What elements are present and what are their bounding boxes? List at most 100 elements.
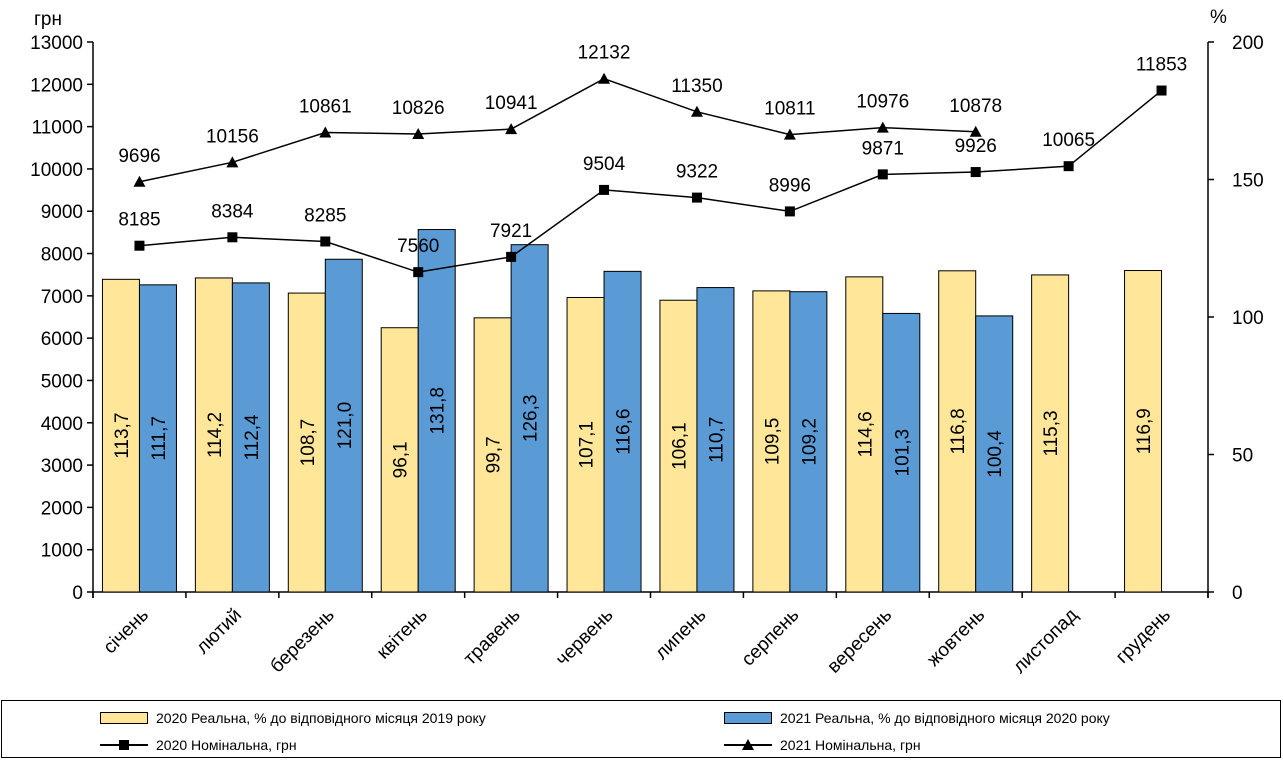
line-data-label: 11350 <box>671 76 722 97</box>
bar-2020 <box>194 277 233 593</box>
bar-data-label: 109,5 <box>762 418 783 466</box>
bar-2020 <box>101 278 140 593</box>
line-data-label: 9926 <box>955 136 997 157</box>
right-tick-label: 150 <box>1232 171 1264 192</box>
left-tick-label: 7000 <box>41 287 83 308</box>
legend-label-2021-nominal: 2021 Номінальна, грн <box>780 737 921 753</box>
marker-2020 <box>784 206 795 217</box>
legend: 2020 Реальна, % до відповідного місяця 2… <box>1 700 1281 758</box>
bar-data-label: 110,7 <box>706 417 727 463</box>
bar-2020 <box>659 299 698 593</box>
bar-2021 <box>138 284 177 593</box>
bar-data-label: 126,3 <box>521 395 542 443</box>
bar-data-label: 121,0 <box>335 402 356 450</box>
bar-data-label: 109,2 <box>799 418 820 466</box>
bar-2020 <box>287 292 326 593</box>
bar-2020 <box>380 327 419 593</box>
left-tick-label: 11000 <box>32 118 83 139</box>
right-tick-label: 0 <box>1232 583 1243 604</box>
legend-swatch-2020-real <box>100 712 148 724</box>
x-category-label: листопад <box>1009 605 1082 678</box>
bar-2020 <box>752 290 791 593</box>
marker-2020 <box>227 232 238 243</box>
right-tick-label: 200 <box>1232 33 1264 54</box>
bar-2020 <box>1031 274 1070 593</box>
bar-data-label: 114,2 <box>205 412 226 458</box>
left-tick-label: 6000 <box>41 329 83 350</box>
x-category-label: вересень <box>823 605 896 678</box>
bar-data-label: 100,4 <box>985 430 1006 478</box>
marker-2020 <box>970 167 981 178</box>
x-category-label: січень <box>100 605 154 659</box>
marker-2021 <box>969 125 982 137</box>
line-data-label: 10941 <box>485 93 538 114</box>
left-tick-label: 13000 <box>30 33 83 54</box>
left-tick-label: 3000 <box>41 456 83 477</box>
bar-2021 <box>882 312 921 593</box>
left-tick-label: 4000 <box>41 414 83 435</box>
marker-2021 <box>783 128 796 140</box>
left-tick-label: 2000 <box>41 498 83 519</box>
marker-2020 <box>134 240 145 251</box>
marker-2021 <box>876 121 889 133</box>
bar-data-label: 114,6 <box>855 411 876 457</box>
bar-data-label: 101,3 <box>892 429 913 477</box>
x-category-label: квітень <box>373 605 432 664</box>
line-data-label: 7921 <box>490 221 532 242</box>
marker-2021 <box>226 156 239 168</box>
bar-data-label: 112,4 <box>242 414 263 461</box>
line-data-label: 8185 <box>118 210 160 231</box>
left-tick-label: 12000 <box>30 75 83 96</box>
marker-2020 <box>877 169 888 180</box>
bar-2020 <box>938 270 977 593</box>
left-tick-label: 1000 <box>41 541 83 562</box>
bar-2021 <box>789 291 828 593</box>
legend-item-2020-nominal: 2020 Номінальна, грн <box>100 737 297 753</box>
line-data-label: 8285 <box>304 205 346 226</box>
line-data-label: 12132 <box>578 43 631 64</box>
legend-label-2020-real: 2020 Реальна, % до відповідного місяця 2… <box>156 710 486 726</box>
line-2020-nominal <box>139 89 1163 273</box>
bar-data-label: 116,9 <box>1134 408 1155 454</box>
line-data-label: 10065 <box>1042 130 1095 151</box>
marker-2021 <box>505 123 518 135</box>
bar-2020 <box>1124 270 1163 593</box>
line-data-label: 11853 <box>1136 55 1187 76</box>
bar-data-label: 99,7 <box>484 436 505 473</box>
x-category-label: лютий <box>192 605 246 659</box>
line-data-label: 10878 <box>949 96 1002 117</box>
line-data-label: 10811 <box>764 99 815 120</box>
chart-svg: 0100020003000400050006000700080009000100… <box>30 7 1264 678</box>
left-tick-label: 0 <box>72 583 83 604</box>
bar-2021 <box>603 270 642 593</box>
bar-data-label: 96,1 <box>391 441 412 478</box>
line-data-label: 9696 <box>118 146 160 167</box>
line-data-label: 9322 <box>676 162 718 183</box>
x-category-label: травень <box>460 605 525 670</box>
line-data-label: 10976 <box>856 92 909 113</box>
bar-data-label: 113,7 <box>112 413 133 459</box>
line-data-label: 7560 <box>397 236 439 257</box>
bar-data-label: 108,7 <box>298 419 319 467</box>
x-category-label: березень <box>266 605 338 677</box>
bar-2021 <box>231 282 270 593</box>
bar-data-label: 106,1 <box>669 422 690 470</box>
x-category-label: серпень <box>738 605 804 671</box>
right-tick-label: 100 <box>1232 308 1264 329</box>
marker-2021 <box>133 175 146 187</box>
marker-2020 <box>320 236 331 247</box>
marker-2021 <box>598 72 611 84</box>
line-data-label: 10861 <box>299 96 352 117</box>
legend-label-2020-nominal: 2020 Номінальна, грн <box>156 737 297 753</box>
bar-data-label: 115,3 <box>1041 410 1062 456</box>
legend-line-2020-nominal <box>100 739 148 751</box>
marker-2021 <box>319 126 332 138</box>
bar-data-label: 116,6 <box>614 409 635 455</box>
marker-2020 <box>1156 85 1167 96</box>
bar-data-label: 111,7 <box>149 416 170 461</box>
left-axis-unit: грн <box>34 9 62 30</box>
legend-item-2021-real: 2021 Реальна, % до відповідного місяця 2… <box>724 710 1110 726</box>
bar-data-label: 107,1 <box>577 421 598 469</box>
bar-2021 <box>417 229 456 593</box>
right-axis-unit: % <box>1210 7 1227 28</box>
